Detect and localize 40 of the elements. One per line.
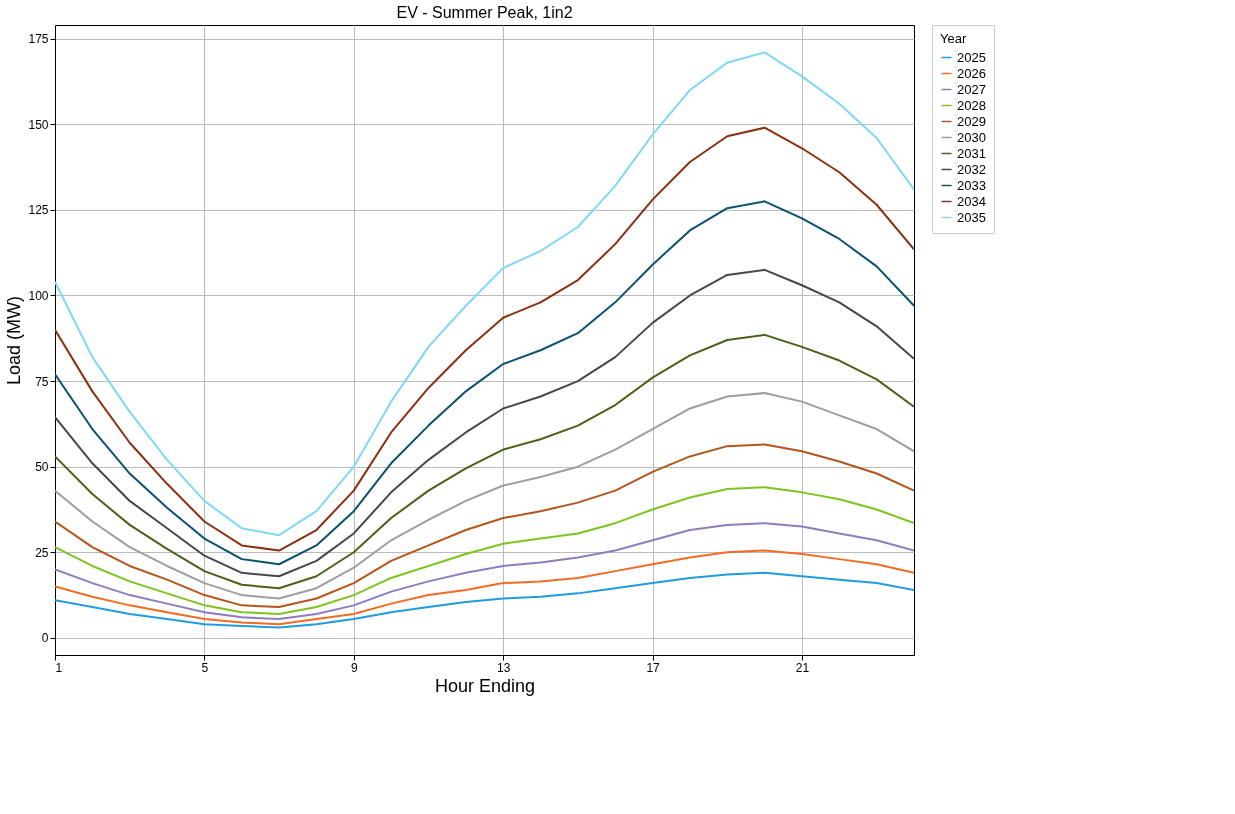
legend-label: 2028: [957, 97, 986, 113]
legend-label: 2034: [957, 193, 986, 209]
legend-label: 2030: [957, 129, 986, 145]
y-tick-label: 25: [35, 545, 49, 560]
y-axis-title: Load (MW): [4, 295, 25, 386]
y-tick-label: 50: [35, 460, 49, 475]
x-tick-label: 13: [496, 660, 511, 675]
line-series: [55, 333, 914, 590]
line-series: [55, 443, 914, 609]
line-series: [55, 51, 914, 537]
x-tick-label: 1: [55, 660, 63, 675]
legend-label: 2032: [957, 161, 986, 177]
x-tick-label: 5: [201, 660, 209, 675]
chart-title: EV - Summer Peak, 1in2: [396, 4, 573, 21]
line-series: [55, 392, 914, 600]
legend-title: Year: [940, 31, 967, 46]
legend-label: 2027: [957, 81, 986, 97]
y-tick-label: 150: [28, 117, 49, 132]
y-tick-label: 75: [35, 374, 49, 389]
line-series: [55, 549, 914, 626]
legend-label: 2025: [957, 49, 986, 65]
legend-label: 2026: [957, 65, 986, 81]
line-series: [55, 486, 914, 615]
legend-label: 2029: [957, 113, 986, 129]
line-series: [55, 522, 914, 621]
line-series: [55, 268, 914, 578]
y-tick-label: 100: [28, 288, 49, 303]
x-tick-label: 21: [795, 660, 810, 675]
line-series: [55, 126, 914, 552]
x-tick-label: 9: [350, 660, 358, 675]
legend-label: 2031: [957, 145, 986, 161]
line-series: [55, 571, 914, 629]
y-tick-label: 125: [28, 203, 49, 218]
y-tick-label: 175: [28, 32, 49, 47]
x-tick-label: 17: [646, 660, 661, 675]
y-tick-label: 0: [41, 631, 49, 646]
legend-label: 2033: [957, 177, 986, 193]
legend-label: 2035: [957, 209, 986, 225]
line-series: [55, 200, 914, 566]
x-axis-title: Hour Ending: [434, 675, 536, 696]
